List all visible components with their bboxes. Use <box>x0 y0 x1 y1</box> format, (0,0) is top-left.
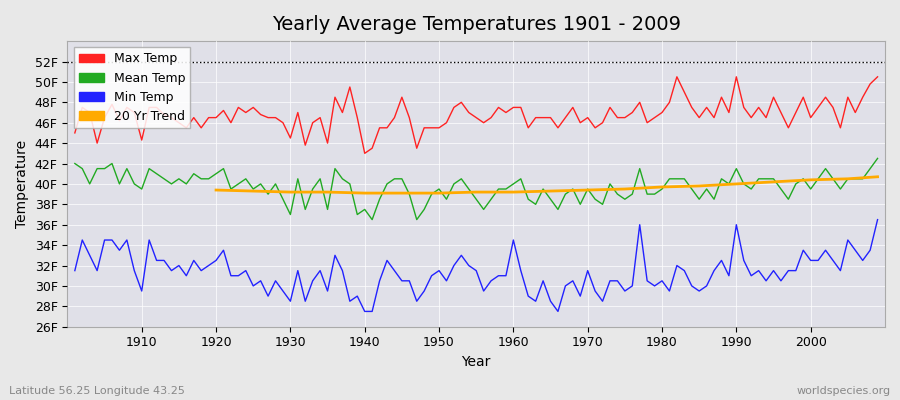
X-axis label: Year: Year <box>462 355 490 369</box>
Title: Yearly Average Temperatures 1901 - 2009: Yearly Average Temperatures 1901 - 2009 <box>272 15 680 34</box>
Text: worldspecies.org: worldspecies.org <box>796 386 891 396</box>
Y-axis label: Temperature: Temperature <box>15 140 29 228</box>
Legend: Max Temp, Mean Temp, Min Temp, 20 Yr Trend: Max Temp, Mean Temp, Min Temp, 20 Yr Tre… <box>74 47 190 128</box>
Text: Latitude 56.25 Longitude 43.25: Latitude 56.25 Longitude 43.25 <box>9 386 184 396</box>
